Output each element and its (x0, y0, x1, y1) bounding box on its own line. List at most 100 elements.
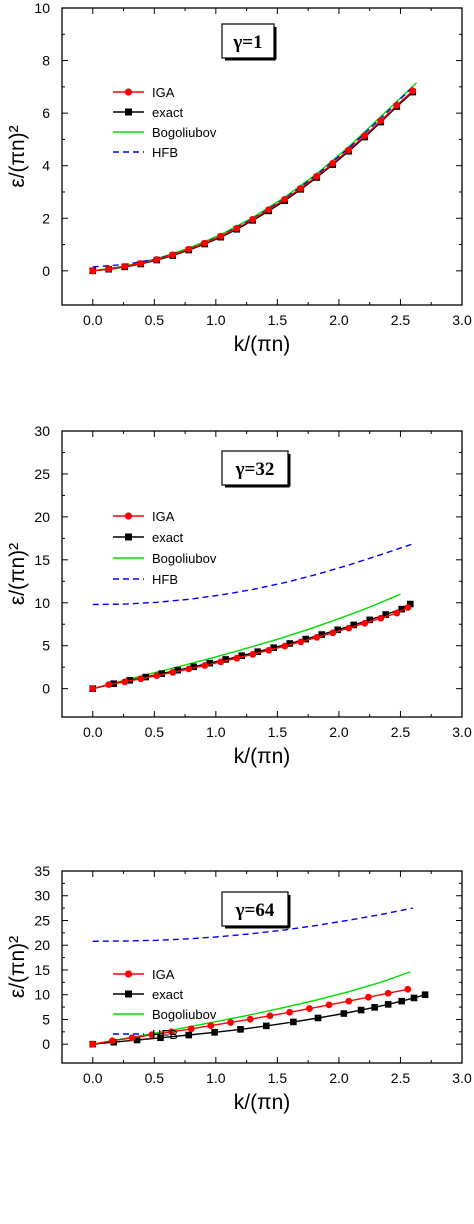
data-point-iga (305, 1005, 313, 1012)
x-tick-label: 2.0 (329, 1070, 349, 1086)
data-point-iga (201, 239, 209, 247)
legend-marker-iga (124, 88, 133, 96)
x-tick-label: 3.0 (452, 1070, 472, 1086)
gamma-label: γ=1 (232, 32, 262, 53)
series-line-iga (92, 90, 414, 272)
data-point-iga (313, 633, 321, 641)
legend-marker-exact (125, 990, 132, 998)
data-point-exact (254, 648, 261, 656)
legend-label-iga: IGA (152, 85, 175, 100)
series-line-hfb (92, 86, 414, 268)
series-line-hfb (92, 907, 413, 942)
data-point-exact (158, 670, 165, 677)
y-tick-label: 2 (42, 210, 50, 226)
data-point-iga (329, 629, 337, 637)
chart-svg: 0.0 0.5 1.0 1.5 2.0 2.5 3.0 0 5 10 15 20 25 30 k/(πn) ε… (6, 423, 472, 768)
x-tick-label: 1.0 (206, 1070, 226, 1086)
data-point-iga (187, 1025, 195, 1033)
y-tick-label: 35 (34, 863, 50, 879)
data-point-iga (121, 262, 129, 270)
gamma-label: γ=64 (235, 900, 275, 921)
data-point-iga (201, 662, 209, 669)
y-axis-label: ε/(πn)² (6, 125, 29, 187)
legend-label-exact: exact (152, 987, 183, 1002)
data-point-exact (142, 673, 149, 681)
data-point-exact (357, 1006, 365, 1014)
data-point-iga (329, 159, 337, 167)
data-point-exact (366, 616, 373, 624)
data-point-iga (325, 1001, 333, 1009)
y-tick-label: 8 (42, 53, 50, 69)
data-point-exact (318, 631, 325, 638)
data-point-iga (286, 1008, 294, 1016)
data-point-iga (266, 1012, 274, 1020)
y-tick-label: 30 (34, 423, 50, 439)
data-point-iga (137, 260, 145, 267)
y-tick-label: 0 (42, 1036, 50, 1052)
data-point-exact (398, 997, 405, 1005)
legend-marker-iga (124, 512, 133, 520)
legend-label-exact: exact (152, 530, 183, 545)
data-point-iga (233, 654, 241, 662)
data-point-exact (398, 605, 405, 613)
data-point-iga (121, 678, 129, 686)
y-tick-label: 15 (34, 962, 50, 978)
data-point-exact (407, 600, 414, 608)
series-line-bogoliubov (92, 593, 401, 690)
data-point-iga (361, 619, 369, 627)
y-tick-label: 15 (34, 552, 50, 568)
data-point-exact (174, 666, 181, 674)
data-point-exact (211, 1029, 218, 1036)
data-point-iga (169, 668, 177, 676)
data-point-iga (377, 117, 385, 125)
data-point-iga (297, 638, 305, 646)
data-point-iga (281, 195, 289, 203)
data-point-iga (393, 101, 401, 109)
y-tick-label: 25 (34, 466, 50, 482)
x-tick-label: 0.0 (83, 724, 103, 740)
data-point-exact (263, 1022, 270, 1030)
x-tick-label: 2.0 (329, 312, 349, 328)
x-tick-label: 0.0 (83, 1070, 103, 1086)
data-point-iga (404, 985, 412, 993)
x-tick-label: 2.5 (391, 1070, 411, 1086)
y-tick-label: 20 (34, 509, 50, 525)
data-point-iga (345, 624, 353, 632)
data-point-iga (265, 646, 273, 654)
series-line-exact (92, 91, 414, 272)
y-tick-label: 20 (34, 937, 50, 953)
plot-frame (61, 7, 463, 306)
data-point-iga (168, 1028, 175, 1036)
chart-panel-gamma-32: 0.0 0.5 1.0 1.5 2.0 2.5 3.0 0 5 10 15 20 25 30 k/(πn) ε… (0, 408, 474, 816)
x-tick-label: 0.0 (83, 312, 103, 328)
data-point-iga (109, 1037, 116, 1045)
data-point-iga (105, 265, 113, 273)
data-point-iga (313, 172, 321, 180)
data-point-iga (207, 1022, 215, 1030)
data-point-exact (185, 1031, 193, 1039)
x-tick-label: 3.0 (452, 724, 472, 740)
data-point-iga (185, 665, 193, 673)
data-point-iga (297, 184, 305, 192)
chart-panel-gamma-1: 0.0 0.5 1.0 1.5 2.0 2.5 3.0 0 2 4 6 8 10 k/(πn) ε/(πn)… (0, 0, 474, 408)
data-point-exact (157, 1034, 164, 1042)
data-point-exact (382, 611, 389, 618)
x-tick-label: 1.5 (268, 1070, 288, 1086)
data-point-exact (222, 656, 229, 663)
y-tick-label: 10 (34, 595, 50, 611)
x-tick-label: 1.0 (206, 724, 226, 740)
data-point-iga (153, 256, 161, 263)
data-point-iga (233, 224, 241, 232)
data-point-iga (265, 206, 273, 213)
data-point-exact (340, 1010, 348, 1017)
y-axis-label: ε/(πn)² (6, 936, 29, 998)
legend-marker-exact (125, 533, 132, 541)
gamma-box (221, 23, 275, 59)
plot-frame (61, 430, 463, 718)
chart-svg: 0.0 0.5 1.0 1.5 2.0 2.5 3.0 0 5 10 15 20 25 30 35 k/(πn… (6, 863, 472, 1114)
legend-label-hfb: HFB (152, 572, 178, 587)
x-tick-label: 0.5 (145, 312, 165, 328)
y-tick-label: 5 (42, 1011, 50, 1027)
data-point-iga (128, 1034, 136, 1042)
x-tick-label: 1.5 (268, 724, 288, 740)
